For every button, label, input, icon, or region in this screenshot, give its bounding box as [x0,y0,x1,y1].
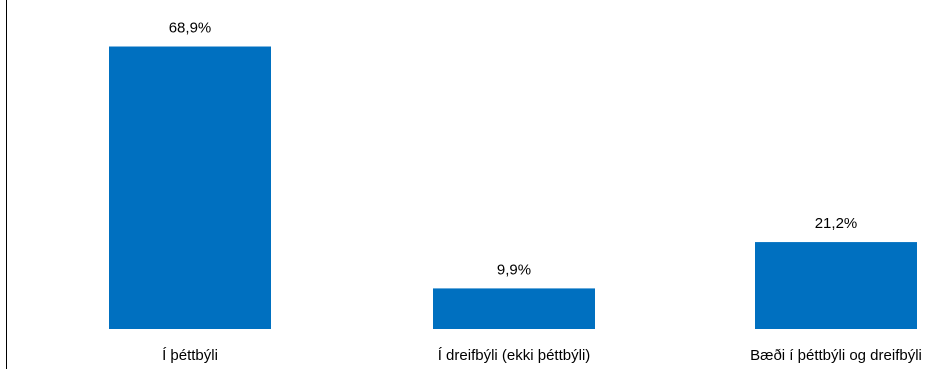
bars-group [109,46,917,329]
value-label-0: 68,9% [169,20,212,37]
category-label-1: Í dreifbýli (ekki þéttbýli) [438,347,591,364]
category-label-2: Bæði í þéttbýli og dreifbýli [750,347,922,364]
value-label-2: 21,2% [815,215,858,232]
value-label-1: 9,9% [497,261,531,278]
category-labels-group: Í þéttbýli Í dreifbýli (ekki þéttbýli) Bæð… [162,347,922,364]
category-label-0: Í þéttbýli [162,347,218,364]
bar-2 [755,242,917,329]
value-labels-group: 68,9% 9,9% 21,2% [169,20,858,279]
bar-1 [433,288,595,329]
bar-0 [109,46,271,329]
